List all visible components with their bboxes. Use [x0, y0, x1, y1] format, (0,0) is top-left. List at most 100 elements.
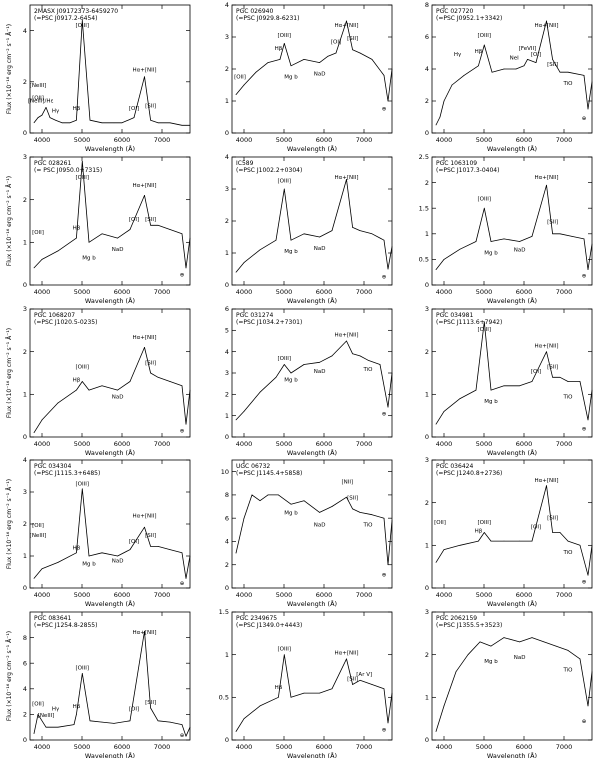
spectrum-line: [235, 494, 393, 566]
plot-frame: [231, 156, 393, 286]
line-annotation: Hγ: [454, 52, 462, 58]
spectrum-point: [435, 269, 437, 270]
spectrum-point: [169, 229, 171, 230]
spectrum-point: [101, 552, 103, 554]
x-tick-label: 5000: [276, 440, 293, 448]
spectrum-point: [243, 262, 245, 263]
line-annotation: [OII]: [32, 230, 44, 236]
x-tick-label: 7000: [356, 288, 373, 296]
spectrum-point: [546, 351, 547, 353]
spectrum-point: [591, 389, 593, 391]
spectrum-point: [129, 720, 131, 722]
spectrum-point: [467, 654, 469, 656]
line-annotation: [SII]: [145, 533, 156, 539]
x-tick-label: 4000: [436, 440, 453, 448]
spectrum-point: [259, 500, 261, 502]
line-annotation: ⊕: [382, 107, 387, 113]
spectrum-point: [275, 239, 277, 241]
spectrum-point: [101, 233, 103, 235]
spectrum-point: [387, 722, 389, 724]
line-annotation: NaD: [314, 522, 326, 528]
x-tick-label: 5000: [476, 136, 493, 144]
line-annotation: Hα+[NII]: [335, 23, 359, 29]
spectrum-point: [189, 124, 191, 126]
spectrum-point: [443, 259, 445, 260]
line-annotation: [Ar V]: [356, 672, 372, 678]
line-annotation: [OI]: [531, 369, 541, 375]
x-tick-label: 6000: [316, 288, 333, 296]
spectrum-point: [352, 508, 353, 510]
y-tick-label: 2: [425, 179, 429, 187]
x-tick-label: 7000: [556, 136, 573, 144]
x-tick-label: 4000: [34, 440, 51, 448]
spectrum-line: [435, 321, 593, 425]
line-annotation: [NeIII]: [30, 533, 47, 539]
line-annotation: [OIII]: [278, 179, 292, 185]
spectrum-point: [552, 233, 553, 235]
x-tick-label: 4000: [436, 288, 453, 296]
panel-subtitle: (=PSC J1254.8-2855): [34, 622, 97, 629]
spectrum-point: [587, 419, 589, 421]
x-tick-label: 4000: [236, 288, 253, 296]
x-tick-label: 6000: [316, 136, 333, 144]
panel-subtitle: (=PSC J1240.8+2736): [436, 470, 502, 477]
line-annotation: [OIII]: [76, 365, 90, 371]
line-annotation: [OIII]: [478, 33, 492, 39]
x-tick-label: 5000: [74, 288, 91, 296]
line-annotation: [SII]: [547, 516, 558, 522]
line-annotation: NaD: [314, 71, 326, 77]
y-tick-label: 3: [425, 305, 429, 313]
spectrum-point: [455, 671, 457, 673]
x-axis-label: Wavelength (Å): [85, 296, 135, 305]
spectrum-point: [181, 124, 183, 126]
line-annotation: Hα+[NII]: [133, 630, 157, 636]
spectrum-point: [76, 119, 77, 121]
y-tick-label: 2: [425, 348, 429, 356]
line-annotation: ⊕: [180, 733, 185, 739]
spectrum-point: [519, 641, 520, 643]
line-annotation: Hα+[NII]: [133, 183, 157, 189]
spectrum-point: [76, 389, 77, 391]
spectrum-point: [251, 494, 253, 496]
line-annotation: [OI]: [129, 217, 139, 223]
spectrum-point: [235, 271, 237, 273]
spectrum-point: [259, 249, 261, 251]
line-annotation: [SII]: [347, 676, 358, 682]
x-tick-label: 7000: [356, 440, 373, 448]
plot-frame: [29, 611, 191, 741]
panel-title: PGC 031274: [236, 312, 273, 319]
spectrum-point: [379, 364, 381, 365]
x-tick-label: 4000: [236, 591, 253, 599]
spectrum-point: [41, 568, 43, 570]
spectrum-point: [331, 355, 333, 357]
spectrum-panel-4: 4000 5000 6000 7000 0 1 2 3 PGC 028261(= PSC J09…: [6, 153, 191, 305]
spectrum-point: [121, 122, 123, 124]
y-tick-label: 6: [225, 305, 229, 313]
line-annotation: Hβ: [275, 685, 283, 691]
line-annotation: [OI]: [129, 106, 139, 112]
spectrum-point: [290, 239, 292, 241]
spectrum-point: [235, 94, 237, 95]
line-annotation: ⊕: [180, 429, 185, 435]
spectrum-point: [503, 540, 505, 542]
line-annotation: [SII]: [547, 365, 558, 371]
line-annotation: Hβ: [73, 546, 81, 552]
spectrum-point: [181, 552, 183, 554]
spectrum-line: [435, 637, 593, 732]
x-tick-label: 6000: [516, 440, 533, 448]
spectrum-point: [371, 233, 373, 235]
y-tick-label: 2: [23, 78, 27, 86]
spectrum-point: [45, 107, 47, 108]
spectrum-point: [346, 340, 347, 342]
spectrum-point: [579, 381, 581, 382]
x-tick-label: 4000: [236, 136, 253, 144]
spectrum-panel-6: 4000 5000 6000 7000 0 0.5 1 1.5 2 2.5 PGC 1063109(…: [419, 153, 593, 305]
y-tick-label: 6: [225, 514, 229, 522]
panel-subtitle: (=PSC J0917.2-6454): [34, 15, 97, 22]
y-tick-label: 1: [225, 412, 229, 420]
spectrum-point: [57, 402, 59, 404]
spectrum-point: [331, 506, 333, 507]
x-tick-label: 4000: [436, 591, 453, 599]
spectrum-point: [150, 224, 151, 226]
line-annotation: Hα+[NII]: [133, 335, 157, 341]
